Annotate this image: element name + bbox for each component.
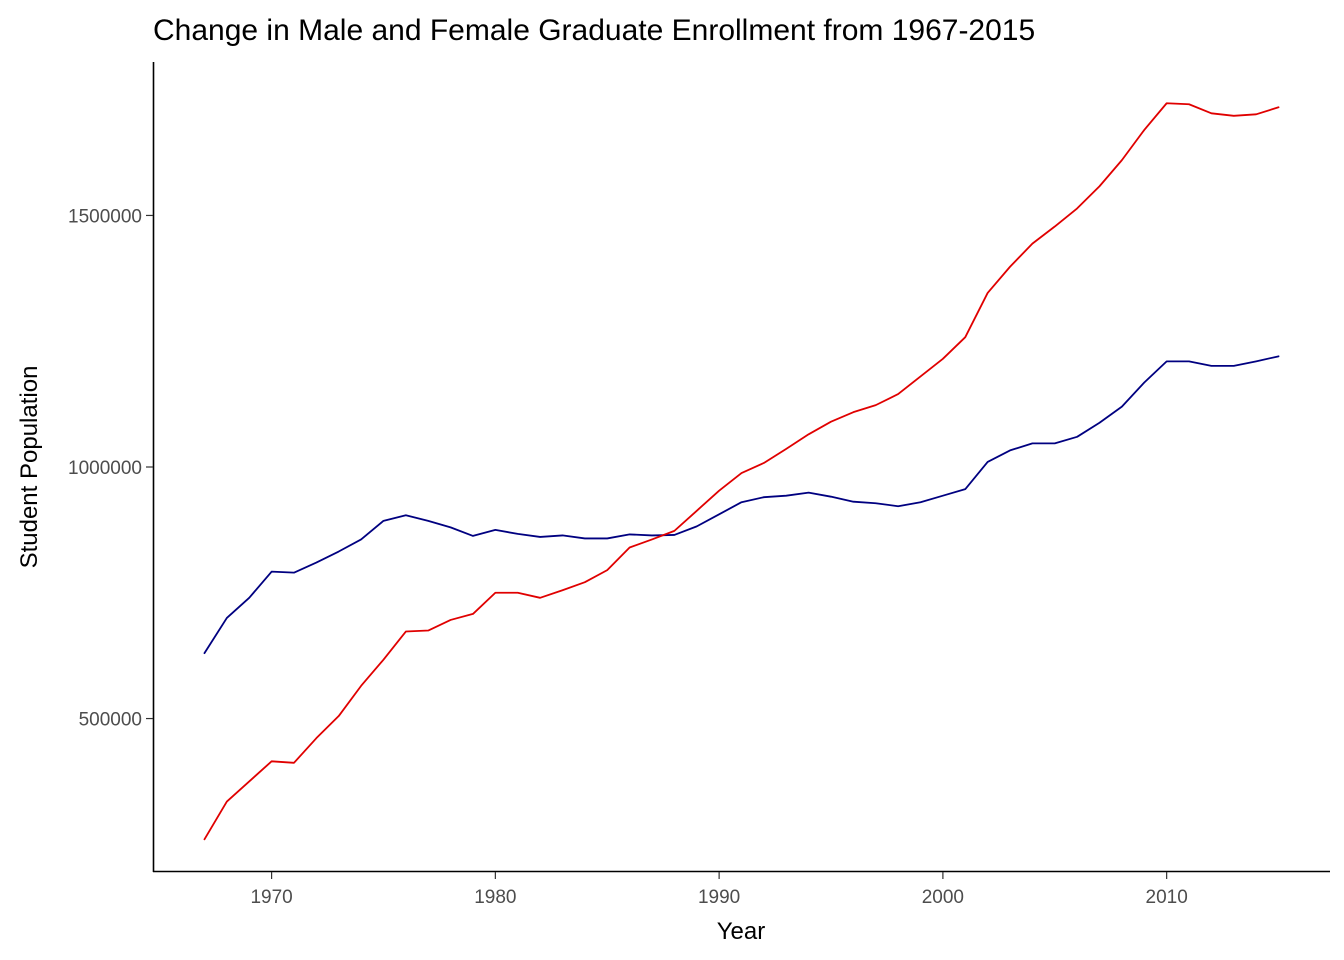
- x-axis-ticks: 1970 1980 1990 2000 2010: [250, 872, 1188, 908]
- x-axis-title: Year: [717, 918, 766, 945]
- plot-area: 1970 1980 1990 2000 2010 500000 1000000 150000…: [68, 62, 1330, 908]
- y-axis-ticks: 500000 1000000 1500000: [68, 206, 153, 731]
- x-tick-label: 1980: [474, 887, 516, 908]
- x-tick-label: 1970: [250, 887, 292, 908]
- x-tick-label: 1990: [698, 887, 740, 908]
- x-tick-label: 2000: [922, 887, 964, 908]
- y-axis-title: Student Population: [16, 366, 43, 569]
- series-line-1: [203, 355, 1280, 655]
- y-tick-label: 1500000: [68, 206, 142, 227]
- series-line-2: [203, 102, 1280, 841]
- y-tick-label: 1000000: [68, 458, 142, 479]
- y-tick-label: 500000: [79, 710, 142, 731]
- x-tick-label: 2010: [1146, 887, 1188, 908]
- chart-title: Change in Male and Female Graduate Enrol…: [153, 14, 1035, 47]
- series-layer: [203, 102, 1280, 841]
